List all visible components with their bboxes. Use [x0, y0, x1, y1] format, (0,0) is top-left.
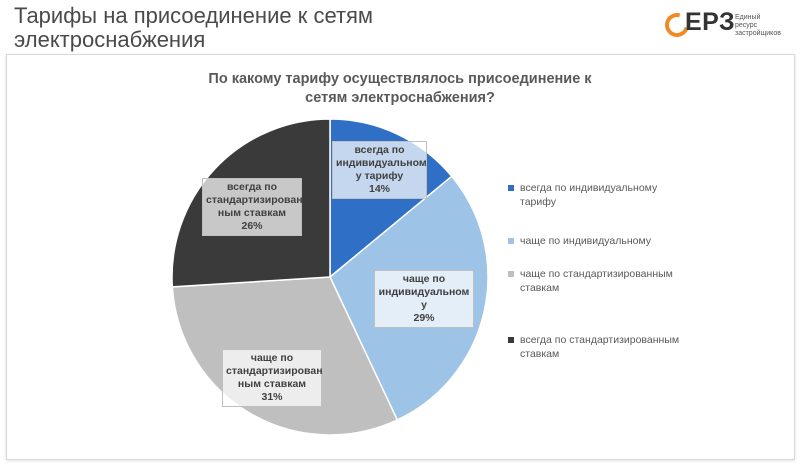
- logo-subtitle: Единый ресурс застройщиков: [735, 14, 781, 37]
- legend-label: чаще по индивидуальному: [520, 235, 652, 247]
- slide-title: Тарифы на присоединение к сетям электрос…: [14, 3, 374, 52]
- data-label-text: чаще по индивидуальном у: [378, 273, 470, 311]
- data-label-text: всегда по стандартизирован ным ставкам: [206, 181, 303, 219]
- legend-swatch: [508, 337, 514, 343]
- data-label-value: 26%: [241, 220, 263, 232]
- legend-label: всегда по стандартизированным ставкам: [520, 334, 680, 360]
- data-label-1: всегда по индивидуальном у тарифу 14%: [332, 141, 427, 199]
- data-label-value: 29%: [413, 312, 435, 324]
- chart-title: По какому тарифу осуществлялось присоеди…: [208, 71, 592, 106]
- data-label-3: чаще по стандартизирован ным ставкам 31%: [222, 349, 323, 407]
- logo-abbr: ЕРЗ: [685, 8, 736, 36]
- legend-label: всегда по индивидуальному тарифу: [520, 182, 658, 208]
- data-label-text: всегда по индивидуальном у тарифу: [336, 144, 427, 182]
- legend-swatch: [508, 238, 514, 244]
- data-label-text: чаще по стандартизирован ным ставкам: [226, 352, 323, 390]
- data-label-value: 14%: [368, 183, 390, 195]
- legend-label: чаще по стандартизированным ставкам: [520, 268, 673, 294]
- data-label-4: всегда по стандартизирован ным ставкам 26…: [202, 178, 303, 236]
- data-label-value: 31%: [261, 391, 283, 403]
- legend-swatch: [508, 271, 514, 277]
- data-label-2: чаще по индивидуальном у 29%: [374, 270, 474, 328]
- erz-logo: ЕРЗ Единый ресурс застройщиков: [660, 8, 785, 44]
- legend-swatch: [508, 185, 514, 191]
